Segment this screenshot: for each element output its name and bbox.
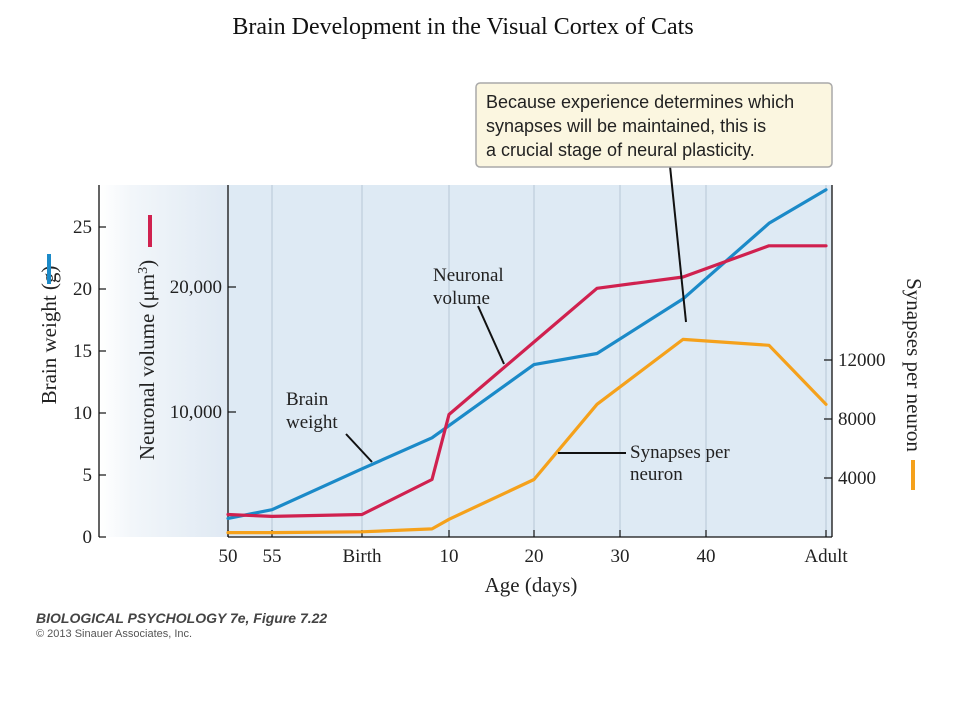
annotation-line: neuron xyxy=(630,464,683,485)
callout-text: Because experience determines which syna… xyxy=(486,92,799,160)
callout-line: synapses will be maintained, this is xyxy=(486,116,766,136)
synapses-axis-title: Synapses per neuron xyxy=(902,278,926,452)
x-tick-label: 50 xyxy=(219,546,238,567)
brain-weight-tick-label: 25 xyxy=(73,217,92,238)
brain-weight-tick-label: 0 xyxy=(83,527,93,548)
synapses-per-neuron-line xyxy=(226,337,828,535)
left-axis-panel xyxy=(100,185,228,537)
brain-weight-tick-label: 20 xyxy=(73,279,92,300)
annotation-line: weight xyxy=(286,412,338,433)
brain-weight-annotation: Brain weight xyxy=(286,389,338,433)
neuronal-volume-annotation: Neuronal volume xyxy=(433,265,508,309)
callout-box xyxy=(475,82,833,168)
series-group xyxy=(226,188,828,535)
synapses-tick-label: 8000 xyxy=(838,409,876,430)
footer-book-credit: BIOLOGICAL PSYCHOLOGY 7e, Figure 7.22 xyxy=(36,610,328,626)
synapses-tick-label: 4000 xyxy=(838,468,876,489)
x-tick-label: Birth xyxy=(342,546,382,567)
neuronal-volume-axis-title-superscript: 3 xyxy=(136,267,151,274)
x-tick-label: Adult xyxy=(804,546,848,567)
annotation-line: volume xyxy=(433,288,490,309)
axis-ticks: 50 55 Birth 10 20 30 40 Adult 0 5 10 15 20 25 10,000 20… xyxy=(73,217,886,567)
synapses-annotation: Synapses per neuron xyxy=(630,442,734,485)
footer-copyright: © 2013 Sinauer Associates, Inc. xyxy=(36,628,193,640)
x-tick-label: 10 xyxy=(440,546,459,567)
annotation-line: Neuronal xyxy=(433,265,504,286)
synapses-tick-label: 12000 xyxy=(838,350,886,371)
annotation-line: Synapses per xyxy=(630,442,730,463)
brain-weight-tick-label: 15 xyxy=(73,341,92,362)
page-title: Brain Development in the Visual Cortex o… xyxy=(232,14,694,40)
annotation-line: Brain xyxy=(286,389,329,410)
brain-weight-tick-label: 10 xyxy=(73,403,92,424)
neuronal-volume-axis-title-main: Neuronal volume (μm xyxy=(135,274,159,460)
brain-weight-pointer xyxy=(345,433,373,463)
neuronal-volume-axis-title-suffix: ) xyxy=(135,260,159,267)
neuronal-volume-tick-label: 20,000 xyxy=(170,277,222,298)
callout-line: a crucial stage of neural plasticity. xyxy=(486,140,755,160)
neuronal-volume-tick-label: 10,000 xyxy=(170,402,222,423)
x-tick-label: 20 xyxy=(525,546,544,567)
brain-weight-axis-title: Brain weight (g) xyxy=(37,266,61,405)
callout-pointer xyxy=(669,165,687,323)
brain-weight-tick-label: 5 xyxy=(83,465,93,486)
neuronal-volume-axis-title: Neuronal volume (μm3) xyxy=(135,260,159,460)
neuronal-volume-pointer xyxy=(477,305,505,365)
plot-area xyxy=(228,185,832,537)
x-tick-label: 40 xyxy=(697,546,716,567)
x-tick-label: 30 xyxy=(611,546,630,567)
x-axis-title: Age (days) xyxy=(485,573,578,597)
neuronal-volume-line xyxy=(226,244,828,519)
x-tick-label: 55 xyxy=(263,546,282,567)
callout-line: Because experience determines which xyxy=(486,92,794,112)
